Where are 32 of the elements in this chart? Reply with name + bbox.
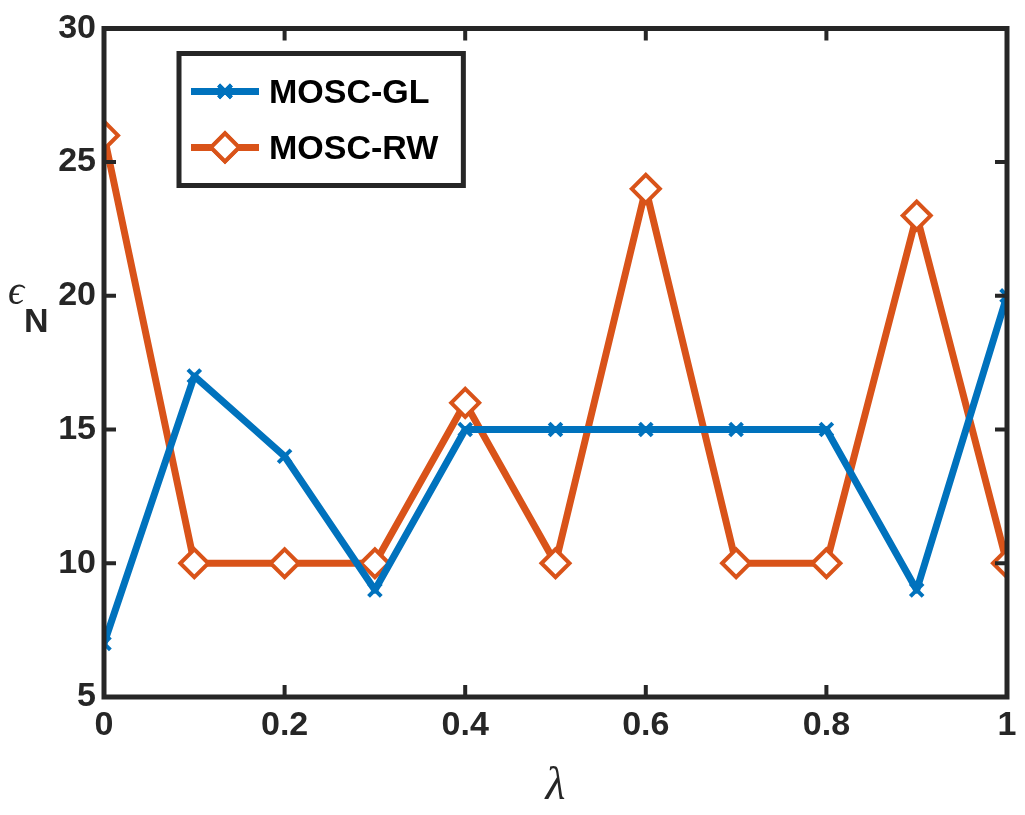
x-tick-label: 1 [997,703,1017,742]
point [727,421,745,438]
x-tick-label: 0.2 [260,703,309,742]
point [810,547,843,580]
y-tick-label: 30 [58,6,96,45]
legend-label: MOSC-GL [269,71,430,110]
point [900,199,933,232]
y-tick-label: 25 [58,140,96,179]
legend-label: MOSC-RW [269,127,440,166]
x-tick-label: 0.4 [441,703,489,742]
point [178,547,211,580]
y-tick-label: 5 [77,675,96,714]
point [637,421,655,438]
point [449,386,482,419]
point [629,172,662,205]
y-tick-label: 10 [58,541,96,580]
point [908,581,926,599]
point [358,547,391,580]
y-tick-label: 20 [58,274,96,313]
x-tick-label: 0.6 [622,703,670,742]
point [185,367,203,385]
point [268,547,301,580]
point [818,421,835,438]
x-tick-label: 0 [94,703,114,742]
point [276,447,293,465]
x-axis-title: λ [543,758,566,810]
y-tick-label: 15 [58,407,96,446]
x-tick-label: 0.8 [802,703,851,742]
point [720,547,753,580]
point [547,421,564,438]
point [539,547,572,580]
point [456,421,474,438]
